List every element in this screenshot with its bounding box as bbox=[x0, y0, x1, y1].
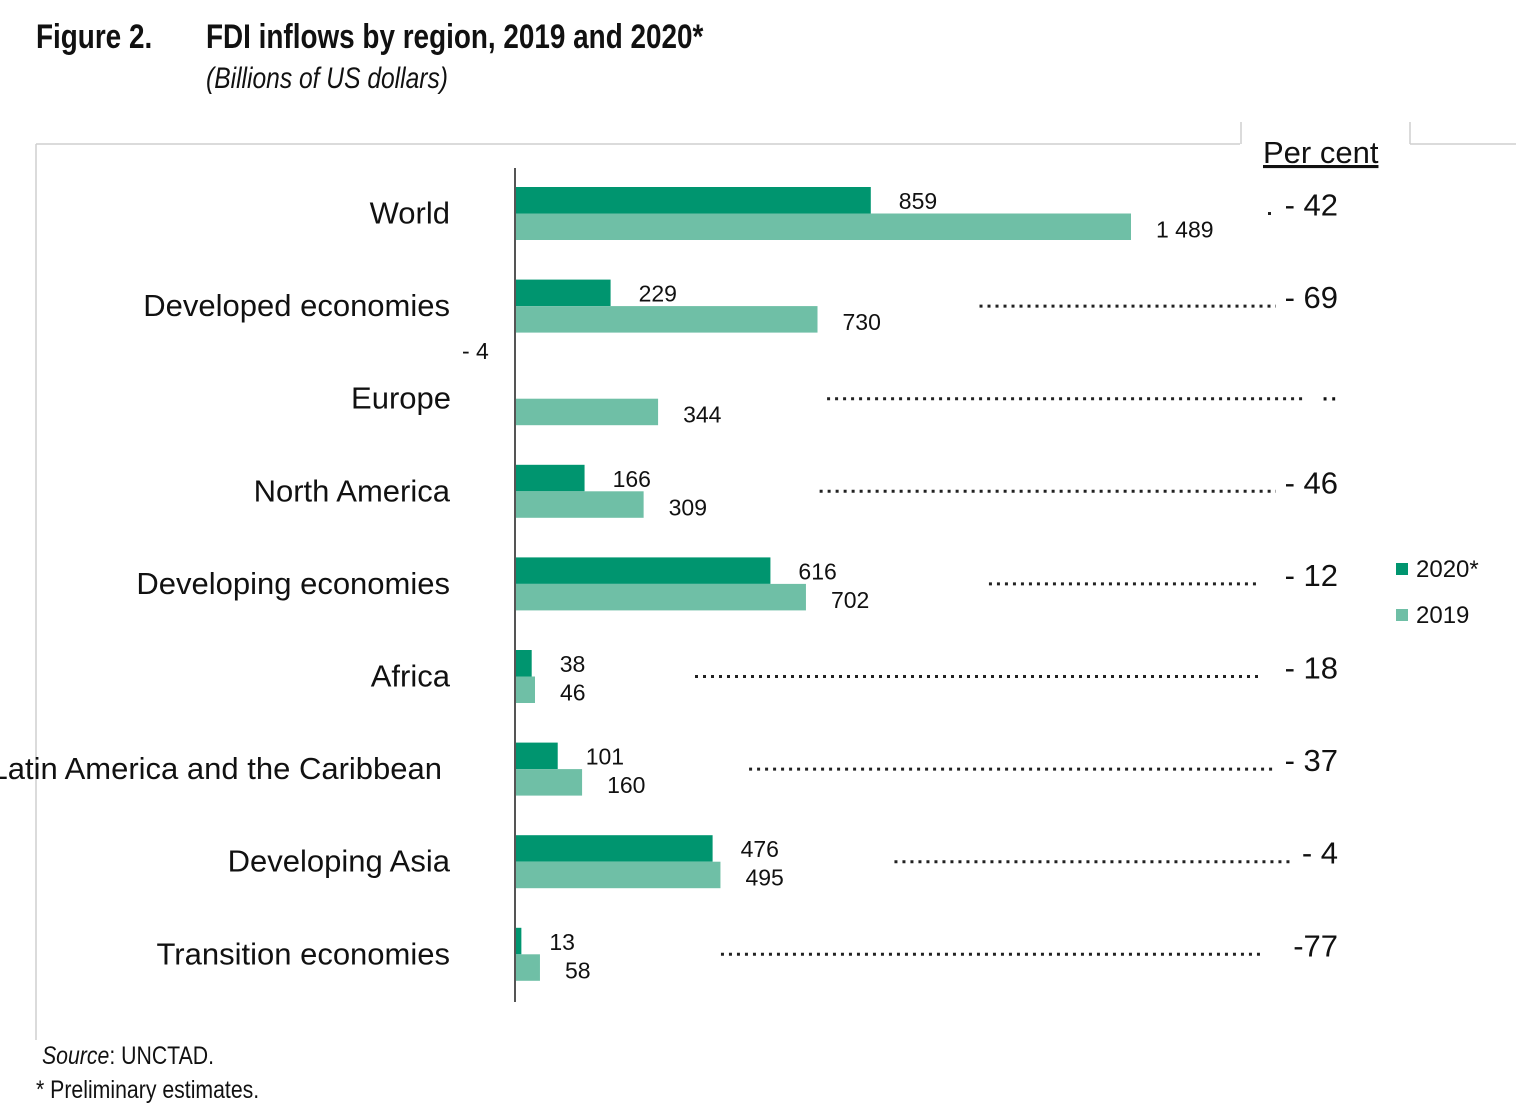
source-note: Source: UNCTAD. bbox=[42, 1042, 214, 1071]
category-label: North America bbox=[254, 473, 451, 508]
value-label-2019: 58 bbox=[565, 957, 591, 983]
bar-2020 bbox=[516, 557, 771, 584]
bar-2019 bbox=[516, 676, 535, 703]
value-label-2020: - 4 bbox=[462, 338, 489, 364]
value-label-2020: 166 bbox=[613, 466, 651, 492]
source-label: Source bbox=[42, 1042, 110, 1070]
chart-title: FDI inflows by region, 2019 and 2020* bbox=[206, 18, 704, 56]
bar-2019 bbox=[516, 583, 806, 611]
value-label-2019: 344 bbox=[683, 402, 722, 428]
value-label-2019: 702 bbox=[831, 587, 869, 613]
source-text: : UNCTAD. bbox=[109, 1042, 215, 1070]
bar-2019 bbox=[516, 861, 721, 889]
legend-swatch bbox=[1396, 563, 1408, 575]
bar-2020 bbox=[516, 927, 522, 955]
bar-2019 bbox=[516, 769, 583, 796]
value-label-2019: 1 489 bbox=[1156, 217, 1214, 243]
value-label-2020: 476 bbox=[741, 836, 779, 862]
percent-change-value: -77 bbox=[1293, 928, 1338, 963]
bar-2020 bbox=[516, 464, 585, 492]
bar-2020 bbox=[516, 650, 532, 677]
chart-subtitle: (Billions of US dollars) bbox=[206, 62, 448, 95]
figure-label: Figure 2. bbox=[36, 18, 153, 56]
category-label: Transition economies bbox=[157, 936, 451, 971]
value-label-2020: 13 bbox=[549, 929, 575, 955]
percent-header: Per cent bbox=[1263, 135, 1379, 170]
category-label: Europe bbox=[351, 381, 451, 416]
value-label-2019: 495 bbox=[745, 865, 783, 891]
footnote: * Preliminary estimates. bbox=[36, 1076, 260, 1104]
bar-2020 bbox=[516, 742, 558, 770]
value-label-2020: 38 bbox=[560, 651, 586, 677]
category-label: Latin America and the Caribbean bbox=[0, 751, 442, 786]
category-label: World bbox=[370, 196, 450, 231]
percent-change-value: - 69 bbox=[1285, 280, 1338, 315]
value-label-2019: 160 bbox=[607, 772, 645, 798]
bar-2019 bbox=[516, 398, 659, 426]
percent-change-value: - 12 bbox=[1285, 558, 1338, 593]
percent-change-value: - 37 bbox=[1285, 743, 1338, 778]
category-label: Africa bbox=[371, 659, 451, 694]
category-label: Developing economies bbox=[136, 566, 450, 601]
percent-change-value: - 42 bbox=[1285, 188, 1338, 223]
legend-swatch bbox=[1396, 609, 1408, 621]
legend-label: 2019 bbox=[1416, 602, 1469, 629]
bar-2019 bbox=[516, 491, 644, 518]
bar-2020 bbox=[516, 187, 871, 214]
value-label-2020: 859 bbox=[899, 188, 937, 214]
percent-change-value: - 4 bbox=[1302, 836, 1338, 871]
bar-2019 bbox=[516, 213, 1131, 240]
value-label-2019: 309 bbox=[669, 494, 707, 520]
legend-label: 2020* bbox=[1416, 556, 1479, 583]
bar-2020 bbox=[516, 279, 611, 307]
value-label-2020: 616 bbox=[798, 558, 836, 584]
percent-change-value: - 46 bbox=[1285, 465, 1338, 500]
value-label-2019: 730 bbox=[843, 309, 881, 335]
category-label: Developing Asia bbox=[228, 844, 451, 879]
value-label-2020: 229 bbox=[639, 281, 677, 307]
bar-2020 bbox=[516, 835, 713, 862]
bar-2019 bbox=[516, 954, 540, 981]
percent-change-value: .. bbox=[1321, 373, 1338, 408]
value-label-2019: 46 bbox=[560, 680, 586, 706]
percent-change-value: - 18 bbox=[1285, 651, 1338, 686]
category-label: Developed economies bbox=[143, 288, 450, 323]
bar-2019 bbox=[516, 306, 818, 333]
value-label-2020: 101 bbox=[586, 744, 624, 770]
